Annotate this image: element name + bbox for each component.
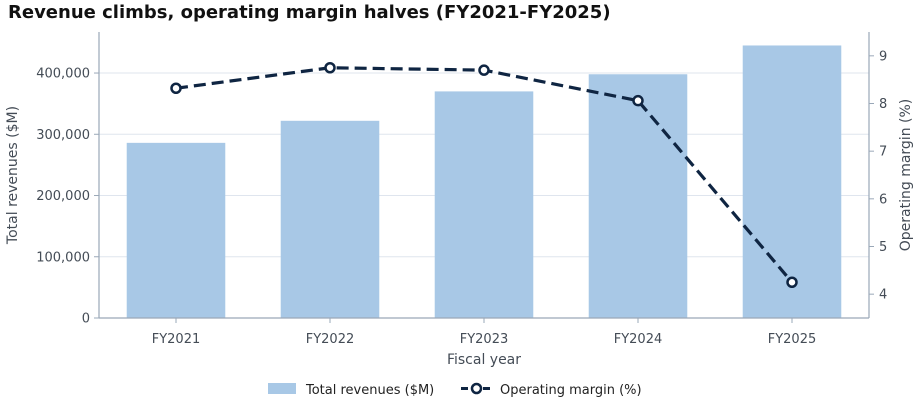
y-tick-label: 200,000 [36, 189, 90, 204]
bar [588, 74, 688, 318]
x-tick-label: FY2025 [768, 332, 817, 347]
y2-tick-label: 4 [879, 288, 887, 303]
y-tick-label: 100,000 [36, 250, 90, 265]
legend-swatch-revenues [268, 383, 296, 394]
y-axis-label: Total revenues ($M) [5, 106, 21, 245]
bar [280, 120, 380, 318]
margin-point [324, 62, 336, 74]
line-series [170, 62, 798, 288]
y2-axis-label: Operating margin (%) [898, 99, 914, 252]
tick-labels: 0 100,000 200,000 300,000 400,000 4 5 6 7 8 9 FY202… [36, 49, 887, 347]
bar-series [126, 45, 842, 318]
legend: Total revenues ($M) Operating margin (%) [268, 382, 642, 398]
y2-tick-label: 6 [879, 192, 887, 207]
bar [434, 91, 534, 318]
x-tick-label: FY2021 [152, 332, 201, 347]
bar [742, 45, 842, 318]
margin-point [786, 276, 798, 288]
y2-tick-label: 9 [879, 49, 887, 64]
x-axis-label: Fiscal year [447, 352, 521, 368]
bar [126, 142, 226, 318]
y-tick-label: 300,000 [36, 128, 90, 143]
legend-swatch-margin-marker [470, 382, 483, 395]
y2-tick-label: 8 [879, 97, 887, 112]
margin-point [632, 94, 644, 107]
x-tick-label: FY2022 [306, 332, 355, 347]
margin-point [170, 82, 182, 94]
y2-tick-label: 5 [879, 240, 887, 255]
legend-label-revenues: Total revenues ($M) [305, 383, 434, 398]
x-tick-label: FY2023 [460, 332, 509, 347]
chart-title: Revenue climbs, operating margin halves … [8, 2, 611, 23]
y2-tick-label: 7 [879, 145, 887, 160]
y-tick-label: 0 [82, 312, 90, 327]
x-tick-label: FY2024 [614, 332, 663, 347]
legend-label-margin: Operating margin (%) [500, 383, 642, 398]
margin-point [478, 64, 490, 76]
y-tick-label: 400,000 [36, 67, 90, 82]
